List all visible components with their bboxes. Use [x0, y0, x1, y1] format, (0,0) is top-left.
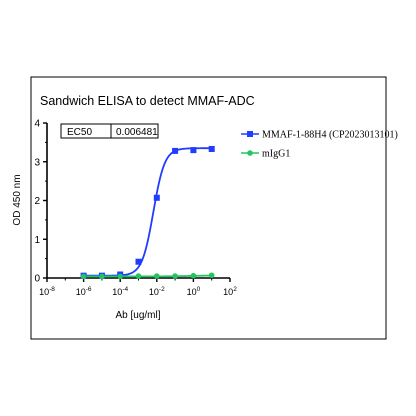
- data-point-series-1: [190, 147, 197, 154]
- data-point-series-2: [208, 272, 215, 279]
- data-point-series-1: [208, 145, 215, 152]
- ec50-table: EC50 0.006481: [60, 123, 159, 139]
- x-axis-label: Ab [ug/ml]: [115, 310, 160, 321]
- ec50-label: EC50: [67, 127, 92, 138]
- data-point-series-1: [172, 147, 179, 154]
- legend: MMAF-1-88H4 (CP2023013101) mIgG1: [241, 130, 398, 160]
- data-point-series-2: [172, 273, 178, 279]
- x-tick-label: 102: [223, 286, 237, 297]
- data-points: [80, 145, 215, 280]
- x-tick-label: 10-8: [39, 286, 55, 297]
- fit-curve-series-1: [83, 147, 212, 277]
- data-point-series-2: [135, 273, 142, 279]
- ec50-table-box: [60, 123, 159, 139]
- data-point-series-2: [80, 273, 87, 280]
- x-tick-label: 100: [187, 286, 201, 297]
- data-point-series-2: [99, 273, 105, 280]
- fit-curves: [83, 147, 212, 278]
- data-point-series-2: [154, 273, 160, 279]
- legend-label-series-2: mIgG1: [262, 149, 290, 160]
- legend-marker-series-2: [247, 150, 253, 156]
- x-tick-label: 10-4: [112, 286, 128, 297]
- data-point-series-2: [117, 273, 123, 280]
- legend-label-series-1: MMAF-1-88H4 (CP2023013101): [262, 130, 398, 141]
- fit-curve-series-2: [83, 274, 212, 278]
- y-tick-label: 4: [34, 119, 40, 130]
- y-tick-label: 1: [34, 235, 40, 246]
- y-tick-label: 2: [34, 196, 40, 207]
- data-point-series-1: [153, 194, 160, 201]
- y-axis-label: OD 450 nm: [12, 174, 23, 225]
- chart-title: Sandwich ELISA to detect MMAF-ADC: [40, 94, 255, 108]
- y-tick-label: 0: [34, 274, 40, 285]
- x-tick-label: 10-6: [76, 286, 92, 297]
- x-tick-label: 10-2: [149, 286, 165, 297]
- y-tick-label: 3: [34, 157, 40, 168]
- axes: 0 1 2 3 4 10-8 10-6 10-4 10-2 100 102: [34, 119, 237, 298]
- chart-border: [30, 76, 387, 340]
- legend-marker-series-1: [247, 131, 253, 137]
- data-point-series-1: [135, 258, 142, 265]
- plot-area: 0 1 2 3 4 10-8 10-6 10-4 10-2 100 102: [34, 119, 237, 298]
- data-point-series-2: [190, 272, 197, 279]
- ec50-value: 0.006481: [116, 127, 158, 138]
